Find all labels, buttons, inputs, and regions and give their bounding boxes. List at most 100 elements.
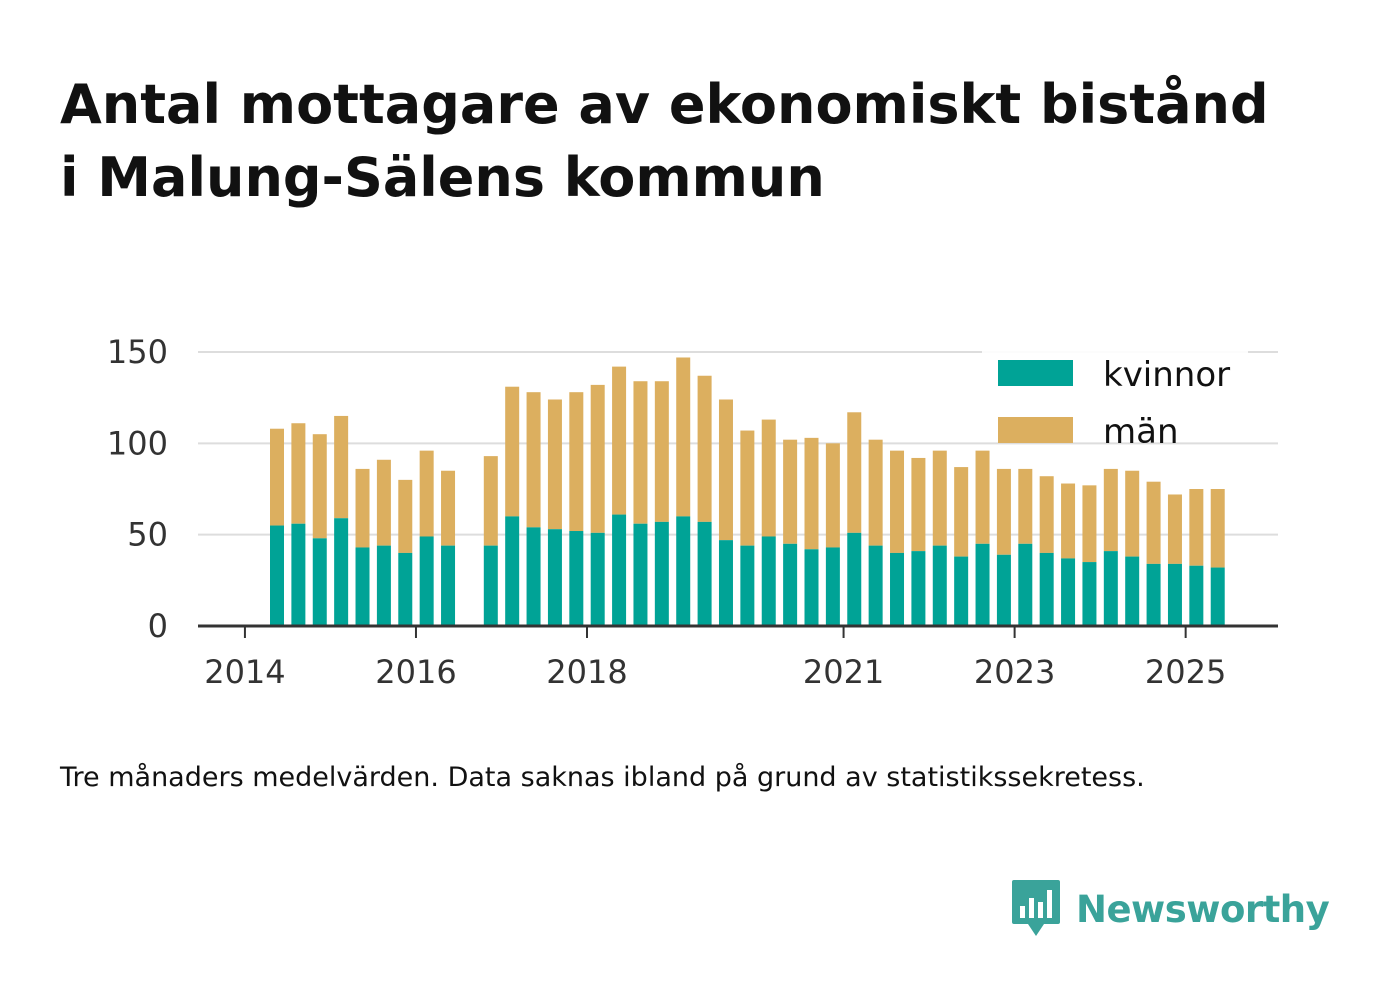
bar-group <box>783 439 798 626</box>
y-tick-label: 0 <box>148 607 168 645</box>
bar-group <box>911 457 926 626</box>
bar-group <box>825 443 840 626</box>
bar-kvinnor <box>505 516 520 626</box>
bar-group <box>1082 485 1097 626</box>
bar-group <box>996 468 1011 626</box>
y-axis-tick-labels: 0 50 100 150 <box>107 333 168 645</box>
bar-man <box>334 415 349 519</box>
bar-group <box>270 428 284 626</box>
bar-group <box>376 459 391 626</box>
bar-man <box>590 384 605 533</box>
x-tick-label: 2023 <box>974 653 1055 691</box>
bar-man <box>697 375 712 522</box>
bar-man <box>1125 470 1140 557</box>
x-tick-label: 2021 <box>803 653 884 691</box>
bar-kvinnor <box>1061 558 1076 626</box>
bar-group <box>633 381 648 626</box>
bar-man <box>740 430 755 546</box>
bar-man <box>975 450 990 544</box>
bar-group <box>1061 483 1076 626</box>
bar-group <box>954 467 969 626</box>
bar-man <box>441 470 456 546</box>
legend-label-man: män <box>1103 412 1179 452</box>
bar-group <box>312 434 327 626</box>
bar-man <box>1103 468 1118 552</box>
bar-man <box>1061 483 1076 559</box>
bar-man <box>1146 481 1161 564</box>
bar-man <box>718 399 733 541</box>
y-tick-label: 50 <box>127 516 168 554</box>
bar-kvinnor <box>1125 556 1140 626</box>
bar-kvinnor <box>1189 565 1204 626</box>
bar-group <box>676 357 691 626</box>
bar-man <box>419 450 434 537</box>
bar-group <box>334 415 349 626</box>
bar-kvinnor <box>783 543 798 626</box>
bar-kvinnor <box>291 523 306 626</box>
x-tick-label: 2016 <box>375 653 456 691</box>
bar-man <box>654 381 669 522</box>
bar-man <box>996 468 1011 555</box>
bar-kvinnor <box>954 556 969 626</box>
y-tick-label: 100 <box>107 424 168 462</box>
bar-man <box>932 450 947 546</box>
bar-kvinnor <box>483 545 498 626</box>
bar-kvinnor <box>996 554 1011 626</box>
bar-group <box>890 450 905 626</box>
bar-group <box>398 479 413 626</box>
bar-kvinnor <box>718 540 733 626</box>
bar-kvinnor <box>270 525 284 626</box>
bar-group <box>718 399 733 626</box>
bar-man <box>1082 485 1097 563</box>
bar-group <box>932 450 947 626</box>
bar-kvinnor <box>654 521 669 626</box>
bar-group <box>1167 494 1182 626</box>
bar-kvinnor <box>975 543 990 626</box>
bar-kvinnor <box>355 547 370 626</box>
bar-man <box>376 459 391 546</box>
bar-group <box>291 423 306 626</box>
bar-kvinnor <box>1103 551 1118 626</box>
bar-man <box>1167 494 1182 564</box>
footnote: Tre månaders medelvärden. Data saknas ib… <box>60 762 1145 793</box>
bar-kvinnor <box>1210 567 1225 626</box>
brand-logo[interactable]: Newsworthy <box>1010 878 1330 940</box>
bar-kvinnor <box>1082 562 1097 626</box>
bar-group <box>441 470 456 626</box>
newsworthy-logo-icon <box>1012 880 1060 936</box>
legend-swatch-kvinnor <box>998 360 1073 386</box>
bar-kvinnor <box>569 531 584 626</box>
bar-kvinnor <box>398 552 413 626</box>
bar-man <box>1210 489 1225 568</box>
bar-kvinnor <box>419 536 434 626</box>
bar-man <box>1039 476 1054 553</box>
bar-kvinnor <box>376 545 391 626</box>
bar-man <box>312 434 327 539</box>
bar-kvinnor <box>312 538 327 626</box>
bar-man <box>676 357 691 517</box>
legend-swatch-man <box>998 417 1073 443</box>
bar-kvinnor <box>676 516 691 626</box>
bar-kvinnor <box>526 527 541 626</box>
bar-group <box>419 450 434 626</box>
bar-man <box>291 423 306 524</box>
bar-man <box>270 428 284 526</box>
bar-group <box>1103 468 1118 626</box>
bar-group <box>761 419 776 626</box>
x-tick-label: 2025 <box>1145 653 1226 691</box>
bar-man <box>483 456 498 546</box>
bar-kvinnor <box>633 523 648 626</box>
bar-man <box>783 439 798 544</box>
bar-group <box>590 384 605 626</box>
bar-kvinnor <box>740 545 755 626</box>
bar-kvinnor <box>825 547 840 626</box>
x-tick-label: 2014 <box>204 653 285 691</box>
bars <box>270 357 1225 626</box>
bar-group <box>654 381 669 626</box>
bar-kvinnor <box>334 518 349 626</box>
bar-kvinnor <box>1039 552 1054 626</box>
bar-man <box>1018 468 1033 544</box>
bar-man <box>847 412 862 533</box>
bar-group <box>804 437 819 626</box>
x-axis-ticks: 2014 2016 2018 2021 2023 2025 <box>204 626 1226 691</box>
